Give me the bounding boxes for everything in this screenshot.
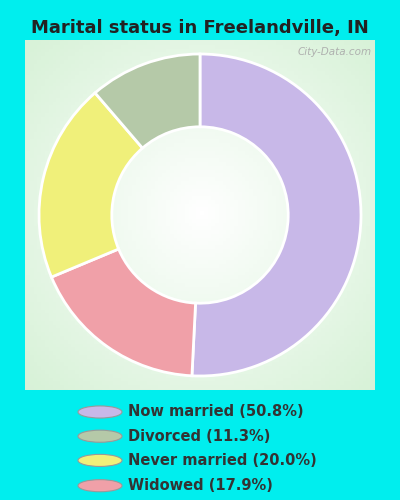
Wedge shape <box>192 54 361 376</box>
Text: Marital status in Freelandville, IN: Marital status in Freelandville, IN <box>31 18 369 36</box>
Text: Widowed (17.9%): Widowed (17.9%) <box>128 478 273 493</box>
Text: City-Data.com: City-Data.com <box>297 47 372 57</box>
Text: Divorced (11.3%): Divorced (11.3%) <box>128 428 270 444</box>
Circle shape <box>78 480 122 492</box>
Wedge shape <box>52 249 196 376</box>
Wedge shape <box>95 54 200 148</box>
Circle shape <box>78 430 122 442</box>
Text: Now married (50.8%): Now married (50.8%) <box>128 404 304 419</box>
Circle shape <box>78 406 122 418</box>
Wedge shape <box>39 93 142 277</box>
Text: Never married (20.0%): Never married (20.0%) <box>128 453 317 468</box>
Circle shape <box>78 454 122 466</box>
